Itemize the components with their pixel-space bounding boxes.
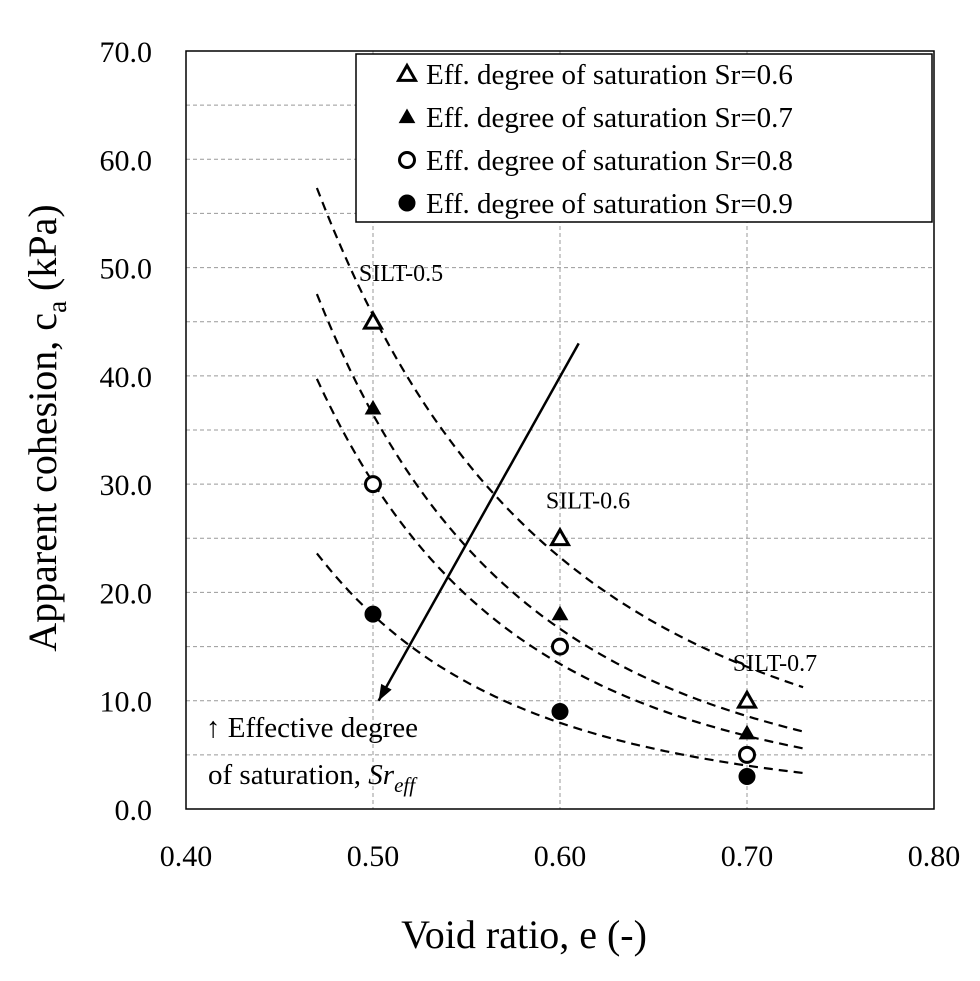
data-point-marker [364,475,382,494]
data-point-marker [551,637,569,656]
series-annotation: SILT-0.6 [546,488,630,514]
trend-line [315,293,804,733]
y-axis-title-main: Apparent cohesion, c [20,313,65,652]
y-tick-label: 10.0 [100,686,153,719]
y-tick-label: 0.0 [115,794,153,827]
data-markers [361,310,759,786]
x-tick-label: 0.60 [534,840,587,873]
data-point-marker [364,399,382,415]
data-point-marker [738,745,756,764]
y-tick-label: 20.0 [100,577,153,610]
x-axis-title: Void ratio, e (-) [401,912,647,957]
legend-marker [395,62,419,82]
x-tick-label: 0.80 [908,840,961,873]
legend-label: Eff. degree of saturation Sr=0.8 [426,145,793,177]
legend-label: Eff. degree of saturation Sr=0.7 [426,102,793,134]
legend: Eff. degree of saturation Sr=0.6 Eff. deg… [355,53,933,223]
legend-marker [398,194,416,212]
arrow-label-line1: ↑ Effective degree [206,712,418,744]
y-tick-label: 30.0 [100,469,153,502]
saturation-arrow [377,342,580,702]
trend-line [315,378,804,750]
arrow-label-line2: of saturation, Sreff [208,759,418,797]
y-axis-title: Apparent cohesion, ca (kPa) [20,204,72,651]
y-tick-label: 60.0 [100,144,153,177]
legend-marker [398,151,416,169]
x-tick-label: 0.50 [347,840,400,873]
y-tick-label: 40.0 [100,361,153,394]
arrow-label-text: of saturation, [208,759,368,791]
arrow-shaft [377,342,580,702]
legend-marker [398,108,416,124]
series-annotation: SILT-0.7 [733,651,817,677]
data-point-marker [738,768,756,786]
annotations: SILT-0.5 SILT-0.6 SILT-0.7 [359,261,817,677]
data-point-marker [735,689,759,709]
x-tick-label: 0.40 [160,840,213,873]
y-tick-label: 50.0 [100,253,153,286]
data-point-marker [364,605,382,623]
x-tick-label: 0.70 [721,840,774,873]
y-tick-label: 70.0 [100,36,153,69]
legend-box [355,53,933,223]
trend-line [316,552,804,775]
arrow-label-eff: eff [394,773,418,797]
arrow-head [378,683,392,701]
data-point-marker [738,724,756,740]
y-axis-tick-labels: 0.0 10.0 20.0 30.0 40.0 50.0 60.0 70.0 [100,36,153,827]
series-annotation: SILT-0.5 [359,261,443,287]
data-point-marker [361,310,385,330]
arrow-label-sr: Sr [368,759,395,791]
trend-lines [315,187,804,775]
plot-area-frame [185,50,935,810]
data-point-marker [551,605,569,621]
data-point-marker [548,526,572,547]
data-point-marker [551,703,569,721]
legend-label: Eff. degree of saturation Sr=0.6 [426,59,793,91]
trend-line [315,187,804,689]
y-axis-title-subscript: a [42,301,72,313]
x-axis-tick-labels: 0.40 0.50 0.60 0.70 0.80 [160,840,961,873]
y-axis-title-unit: (kPa) [20,204,65,301]
legend-label: Eff. degree of saturation Sr=0.9 [426,188,793,220]
